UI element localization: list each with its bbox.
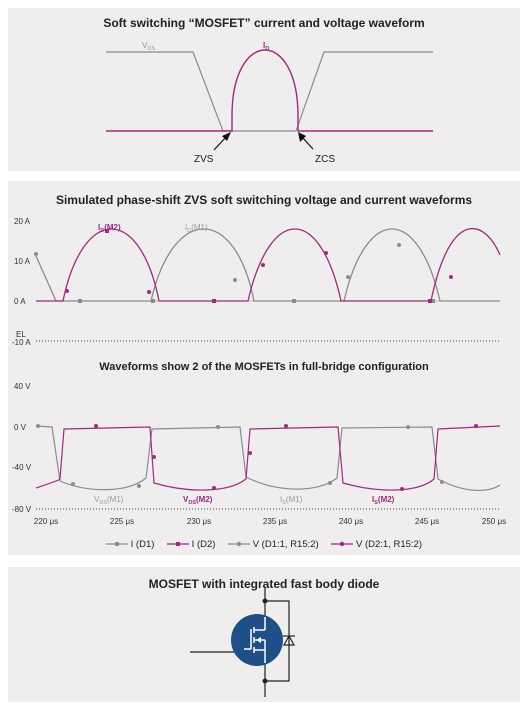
v-d1-marker	[36, 424, 40, 428]
body-diode-icon	[282, 634, 296, 646]
d2-marker	[261, 263, 265, 267]
legend-label: V (D2:1, R15:2)	[355, 539, 422, 550]
full-bridge-subtitle: Waveforms show 2 of the MOSFETs in full-…	[99, 361, 429, 373]
d1-marker	[151, 299, 155, 303]
v-d2-marker	[212, 486, 216, 490]
phase-shift-chart: 20 A 10 A 0 A EL -10 A 40 V 0 V -40 V -8…	[12, 217, 506, 526]
v-d2-marker	[94, 424, 98, 428]
legend-item-d2: I (D2)	[167, 539, 215, 550]
v-d1-marker	[440, 480, 444, 484]
time-axis-ticks: 220 μs 225 μs 230 μs 235 μs 240 μs 245 μ…	[34, 517, 506, 526]
v-d2-marker	[248, 451, 252, 455]
v-d1-marker	[71, 482, 75, 486]
is-m2-label: IS(M2)	[372, 495, 395, 506]
legend-item-v-d2: V (D2:1, R15:2)	[331, 539, 422, 550]
legend-square-marker-gray	[106, 542, 128, 547]
d1-marker	[397, 243, 401, 247]
time-tick-240: 240 μs	[339, 517, 363, 526]
voltage-tick-40: 40 V	[14, 382, 31, 391]
zcs-arrowhead	[298, 132, 306, 142]
soft-switching-panel: Soft switching “MOSFET” current and volt…	[8, 8, 520, 171]
d1-marker	[431, 299, 435, 303]
time-tick-250: 250 μs	[482, 517, 506, 526]
junction-dot-top	[262, 598, 268, 604]
v-d1-marker	[216, 425, 220, 429]
phase-shift-panel: Simulated phase-shift ZVS soft switching…	[8, 181, 520, 555]
current-markers	[34, 229, 453, 303]
zcs-label: ZCS	[315, 154, 335, 165]
current-tick-10: 10 A	[14, 257, 31, 266]
voltage-series-d2-path	[35, 425, 501, 491]
voltage-tick-0: 0 V	[14, 423, 27, 432]
zvs-label: ZVS	[194, 154, 214, 165]
v-d1-marker	[328, 481, 332, 485]
voltage-tick-neg80: -80 V	[12, 505, 32, 514]
vds-m2-label: VDS(M2)	[183, 495, 213, 506]
vds-waveform	[106, 51, 433, 132]
v-d2-marker	[400, 487, 404, 491]
current-tick-neg10: -10 A	[12, 338, 31, 347]
d1-marker	[346, 275, 350, 279]
d1-marker	[292, 299, 296, 303]
vds-m1-label: VDS(M1)	[94, 495, 124, 506]
is-m1-label: IS(M1)	[280, 495, 303, 506]
junction-dot-bottom	[262, 678, 268, 684]
v-d1-marker	[137, 484, 141, 488]
time-tick-235: 235 μs	[263, 517, 287, 526]
time-tick-230: 230 μs	[187, 517, 211, 526]
voltage-tick-neg40: -40 V	[12, 463, 32, 472]
current-series-d2-path	[36, 227, 501, 302]
d2-marker	[65, 289, 69, 293]
v-d2-marker	[284, 424, 288, 428]
current-marker-el: EL	[16, 330, 26, 339]
mosfet-icon	[244, 617, 266, 663]
d1-marker	[34, 252, 38, 256]
legend-label: V (D1:1, R15:2)	[252, 539, 319, 550]
d2-marker	[105, 229, 109, 233]
vds-label: VDS	[142, 41, 155, 52]
zcs-arrow	[301, 136, 314, 150]
id-waveform	[106, 49, 433, 132]
chart-legend: I (D1) I (D2) V (D1:1, R15:2) V (D2:1, R…	[8, 539, 520, 550]
legend-label: I (D2)	[191, 539, 216, 550]
soft-switching-title: Soft switching “MOSFET” current and volt…	[103, 16, 425, 30]
voltage-series-d1-path	[35, 425, 501, 491]
current-series-d1-path	[35, 228, 500, 302]
id-m2-label: ID(M2)	[98, 223, 121, 234]
time-tick-245: 245 μs	[415, 517, 439, 526]
current-tick-20: 20 A	[14, 217, 31, 226]
legend-circle-marker-magenta	[331, 542, 354, 547]
soft-switching-diagram: VDS ID ZVS ZCS	[106, 41, 433, 165]
id-label: ID	[263, 41, 269, 52]
d1-marker	[78, 299, 82, 303]
zvs-arrowhead	[222, 132, 231, 141]
v-d1-marker	[406, 425, 410, 429]
phase-shift-title: Simulated phase-shift ZVS soft switching…	[55, 193, 473, 207]
v-d2-marker	[152, 455, 156, 459]
mosfet-schematic	[190, 587, 296, 697]
d2-marker	[428, 299, 432, 303]
mosfet-arrow-icon	[256, 637, 261, 643]
d2-marker	[449, 275, 453, 279]
d2-marker	[324, 251, 328, 255]
legend-square-marker-magenta	[167, 542, 190, 547]
mosfet-panel: MOSFET with integrated fast body diode	[8, 567, 520, 702]
legend-circle-marker-gray	[228, 542, 251, 547]
d2-marker	[147, 290, 151, 294]
time-tick-220: 220 μs	[34, 517, 58, 526]
legend-item-d1: I (D1)	[106, 539, 154, 550]
voltage-markers	[36, 424, 478, 491]
time-tick-225: 225 μs	[110, 517, 134, 526]
id-m1-label: ID(M1)	[185, 223, 208, 234]
legend-item-v-d1: V (D1:1, R15:2)	[228, 539, 319, 550]
diode-loop-wire	[265, 600, 290, 682]
d2-marker	[212, 299, 216, 303]
current-tick-0: 0 A	[14, 297, 26, 306]
legend-label: I (D1)	[130, 539, 155, 550]
d1-marker	[233, 278, 237, 282]
v-d2-marker	[474, 424, 478, 428]
mosfet-title: MOSFET with integrated fast body diode	[148, 577, 380, 591]
